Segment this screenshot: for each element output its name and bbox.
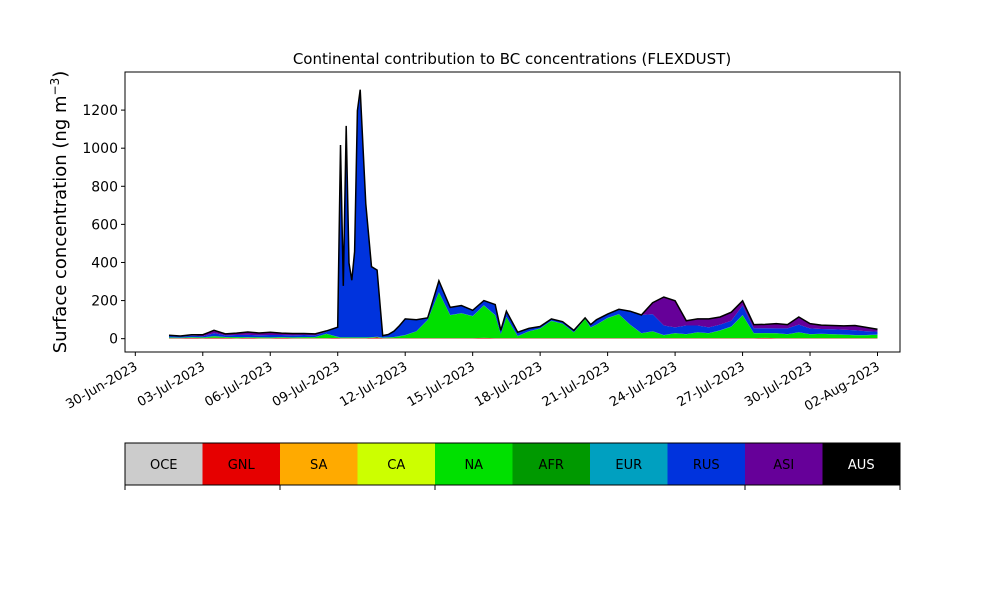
y-axis-label-close: ) [50,71,71,78]
y-tick-label: 200 [91,294,118,310]
chart-title: Continental contribution to BC concentra… [293,50,731,68]
legend-label: SA [310,458,327,473]
legend-label: CA [387,458,405,473]
y-tick-label: 0 [109,332,118,348]
y-tick-label: 400 [91,255,118,271]
y-tick-label: 1000 [82,141,118,157]
legend-label: AFR [539,458,564,473]
y-axis-label: Surface concentration (ng m−3) [48,71,71,354]
y-tick-label: 1200 [82,103,118,119]
legend-label: AUS [848,458,875,473]
legend-label: GNL [228,458,256,473]
y-tick-label: 600 [91,217,118,233]
legend-label: ASI [773,458,794,473]
y-axis-label-text: Surface concentration (ng m [50,95,71,353]
legend-label: OCE [150,458,178,473]
legend-label: RUS [693,458,720,473]
legend-label: EUR [615,458,642,473]
legend-label: NA [464,458,483,473]
colorbar-legend: OCE GNL SA CA NA AFR EUR RUS ASI AUS [125,443,901,490]
y-tick-label: 800 [91,179,118,195]
y-axis-label-superscript: −3 [48,78,62,96]
